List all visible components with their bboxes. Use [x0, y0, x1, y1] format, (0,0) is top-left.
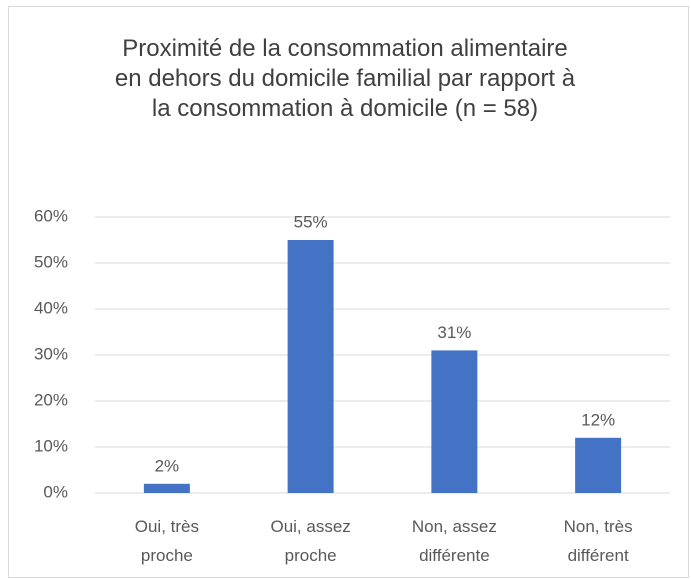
- y-tick-label: 10%: [34, 436, 68, 455]
- y-tick-label: 40%: [34, 298, 68, 317]
- y-tick-label: 30%: [34, 344, 68, 363]
- data-label: 12%: [581, 410, 615, 429]
- bar: [431, 350, 478, 493]
- data-label: 31%: [437, 323, 471, 342]
- y-tick-label: 50%: [34, 252, 68, 271]
- x-tick-label: Non, très différent: [563, 517, 633, 565]
- bar: [575, 437, 622, 493]
- x-tick-label: Non, assez différente: [411, 517, 497, 565]
- data-label: 2%: [155, 456, 180, 475]
- y-tick-label: 20%: [34, 390, 68, 409]
- chart-title: Proximité de la consommation alimentaire…: [114, 35, 576, 122]
- chart-frame: [8, 6, 689, 578]
- y-tick-label: 60%: [34, 206, 68, 225]
- x-tick-label: Oui, très proche: [134, 517, 199, 565]
- y-tick-label: 0%: [43, 482, 68, 501]
- x-tick-label: Oui, assez proche: [270, 517, 351, 565]
- bar: [287, 240, 334, 493]
- bar: [143, 483, 190, 493]
- data-label: 55%: [294, 212, 328, 231]
